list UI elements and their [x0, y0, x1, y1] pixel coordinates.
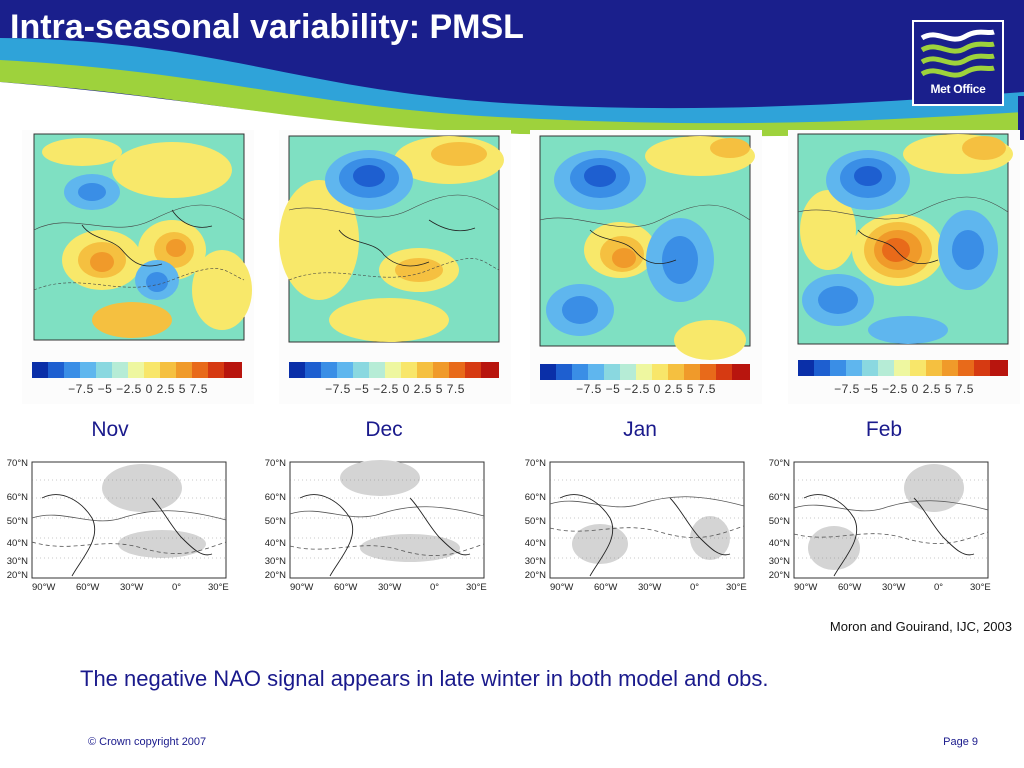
lon-label: 60°W — [838, 582, 862, 593]
colorbar-jan — [540, 364, 750, 380]
lat-label: 70°N — [524, 458, 546, 469]
lat-label: 30°N — [264, 556, 286, 567]
lat-label: 30°N — [768, 556, 790, 567]
lon-label: 30°W — [882, 582, 906, 593]
lon-label: 60°W — [334, 582, 358, 593]
colorbar-nov — [32, 362, 242, 378]
lat-label: 50°N — [264, 516, 286, 527]
lat-label: 40°N — [264, 538, 286, 549]
month-label-dec: Dec — [365, 418, 403, 441]
lon-label: 0° — [430, 582, 440, 593]
met-office-logo: Met Office — [912, 20, 1004, 106]
lon-label: 30°E — [970, 582, 991, 593]
colorbar-tick-labels: −7.5 −5 −2.5 0 2.5 5 7.5 — [68, 382, 208, 396]
model-map-dec: −7.5 −5 −2.5 0 2.5 5 7.5 — [279, 130, 511, 404]
colorbar-tick-labels: −7.5 −5 −2.5 0 2.5 5 7.5 — [834, 382, 974, 396]
lat-label: 30°N — [524, 556, 546, 567]
lon-label: 90°W — [794, 582, 818, 593]
pmsl-anomaly-map-nov — [32, 133, 252, 378]
pmsl-anomaly-map-dec — [279, 135, 504, 378]
lat-label: 70°N — [6, 458, 28, 469]
citation: Moron and Gouirand, IJC, 2003 — [829, 619, 1012, 634]
lon-label: 0° — [172, 582, 182, 593]
lon-label: 60°W — [76, 582, 100, 593]
lon-label: 30°E — [208, 582, 229, 593]
lon-label: 30°E — [726, 582, 747, 593]
lon-label: 90°W — [550, 582, 574, 593]
lat-label: 40°N — [6, 538, 28, 549]
lon-label: 0° — [934, 582, 944, 593]
lat-label: 20°N — [524, 570, 546, 581]
model-map-feb: −7.5 −5 −2.5 0 2.5 5 7.5 — [788, 130, 1020, 404]
lat-label: 60°N — [768, 492, 790, 503]
slide-title: Intra-seasonal variability: PMSL — [10, 8, 524, 46]
colorbar-dec — [289, 362, 499, 378]
lon-label: 60°W — [594, 582, 618, 593]
model-map-jan: −7.5 −5 −2.5 0 2.5 5 7.5 — [530, 130, 762, 404]
obs-map-feb: 70°N 60°N 50°N 40°N 30°N 20°N 90°W 60°W … — [764, 458, 992, 598]
header-wave-graphic — [0, 0, 1024, 140]
model-map-nov: −7.5 −5 −2.5 0 2.5 5 7.5 — [22, 130, 254, 404]
colorbar-tick-labels: −7.5 −5 −2.5 0 2.5 5 7.5 — [576, 382, 716, 396]
lat-label: 70°N — [264, 458, 286, 469]
header-banner: Intra-seasonal variability: PMSL Met Off… — [0, 0, 1024, 140]
slide-caption: The negative NAO signal appears in late … — [80, 666, 769, 691]
pmsl-anomaly-map-jan — [539, 135, 755, 380]
lon-label: 90°W — [290, 582, 314, 593]
obs-map-jan: 70°N 60°N 50°N 40°N 30°N 20°N 90°W 60°W … — [520, 458, 748, 598]
lat-label: 60°N — [524, 492, 546, 503]
lon-label: 30°W — [120, 582, 144, 593]
pmsl-anomaly-map-feb — [797, 133, 1013, 376]
lat-label: 20°N — [6, 570, 28, 581]
logo-text: Met Office — [930, 82, 986, 96]
month-label-jan: Jan — [623, 418, 657, 441]
copyright-notice: © Crown copyright 2007 — [88, 736, 207, 748]
obs-contour-map-jan — [549, 461, 745, 579]
lon-label: 90°W — [32, 582, 56, 593]
obs-map-dec: 70°N 60°N 50°N 40°N 30°N 20°N 90°W 60°W … — [260, 458, 488, 598]
lon-label: 30°E — [466, 582, 487, 593]
lat-label: 40°N — [768, 538, 790, 549]
lon-label: 30°W — [378, 582, 402, 593]
colorbar-tick-labels: −7.5 −5 −2.5 0 2.5 5 7.5 — [325, 382, 465, 396]
lat-label: 50°N — [524, 516, 546, 527]
lat-label: 20°N — [264, 570, 286, 581]
lat-label: 60°N — [6, 492, 28, 503]
lat-label: 50°N — [6, 516, 28, 527]
lat-label: 70°N — [768, 458, 790, 469]
lat-label: 60°N — [264, 492, 286, 503]
month-label-feb: Feb — [865, 418, 903, 441]
obs-contour-map-dec — [289, 460, 485, 579]
obs-contour-map-feb — [793, 461, 989, 579]
lat-label: 20°N — [768, 570, 790, 581]
lon-label: 0° — [690, 582, 700, 593]
lat-label: 30°N — [6, 556, 28, 567]
page-number: Page 9 — [943, 736, 978, 748]
month-label-nov: Nov — [91, 418, 129, 441]
obs-map-nov: 70°N 60°N 50°N 40°N 30°N 20°N 90°W 60°W … — [2, 458, 230, 598]
lon-label: 30°W — [638, 582, 662, 593]
obs-contour-map-nov — [31, 461, 227, 579]
lat-label: 40°N — [524, 538, 546, 549]
colorbar-feb — [798, 360, 1008, 376]
logo-waves-icon — [920, 29, 995, 78]
lat-label: 50°N — [768, 516, 790, 527]
